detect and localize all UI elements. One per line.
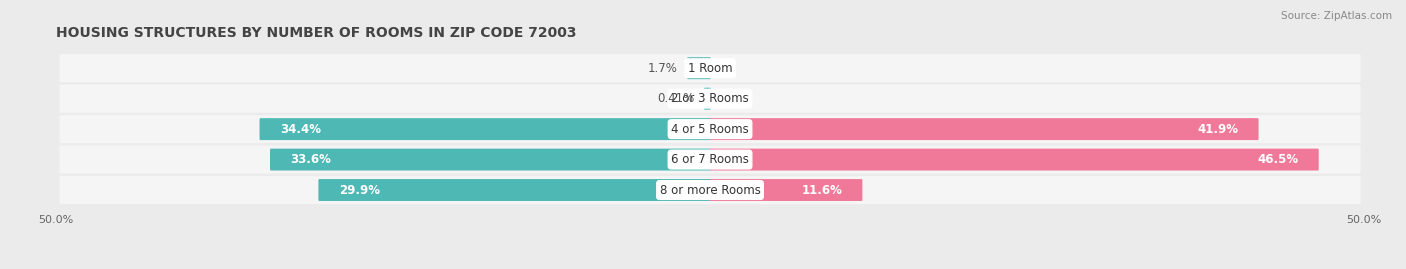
Text: 6 or 7 Rooms: 6 or 7 Rooms — [671, 153, 749, 166]
FancyBboxPatch shape — [260, 118, 710, 140]
Text: 29.9%: 29.9% — [339, 183, 380, 197]
Text: 33.6%: 33.6% — [290, 153, 332, 166]
FancyBboxPatch shape — [688, 57, 710, 79]
Text: 1 Room: 1 Room — [688, 62, 733, 75]
FancyBboxPatch shape — [710, 118, 1258, 140]
Text: 0.41%: 0.41% — [657, 92, 695, 105]
Text: 8 or more Rooms: 8 or more Rooms — [659, 183, 761, 197]
Text: 34.4%: 34.4% — [280, 123, 321, 136]
FancyBboxPatch shape — [710, 148, 1319, 171]
FancyBboxPatch shape — [270, 148, 710, 171]
FancyBboxPatch shape — [318, 179, 710, 201]
Text: 2 or 3 Rooms: 2 or 3 Rooms — [671, 92, 749, 105]
FancyBboxPatch shape — [704, 88, 710, 110]
Legend: Owner-occupied, Renter-occupied: Owner-occupied, Renter-occupied — [582, 266, 838, 269]
Text: 4 or 5 Rooms: 4 or 5 Rooms — [671, 123, 749, 136]
FancyBboxPatch shape — [59, 86, 1361, 111]
FancyBboxPatch shape — [59, 146, 1361, 174]
FancyBboxPatch shape — [59, 116, 1361, 142]
FancyBboxPatch shape — [59, 177, 1361, 203]
Text: 41.9%: 41.9% — [1198, 123, 1239, 136]
FancyBboxPatch shape — [710, 179, 862, 201]
Text: 11.6%: 11.6% — [801, 183, 842, 197]
Text: Source: ZipAtlas.com: Source: ZipAtlas.com — [1281, 11, 1392, 21]
FancyBboxPatch shape — [59, 85, 1361, 113]
FancyBboxPatch shape — [59, 147, 1361, 172]
FancyBboxPatch shape — [59, 55, 1361, 81]
Text: 1.7%: 1.7% — [648, 62, 678, 75]
FancyBboxPatch shape — [59, 54, 1361, 82]
Text: HOUSING STRUCTURES BY NUMBER OF ROOMS IN ZIP CODE 72003: HOUSING STRUCTURES BY NUMBER OF ROOMS IN… — [56, 26, 576, 40]
Text: 46.5%: 46.5% — [1257, 153, 1298, 166]
FancyBboxPatch shape — [59, 115, 1361, 143]
FancyBboxPatch shape — [59, 176, 1361, 204]
